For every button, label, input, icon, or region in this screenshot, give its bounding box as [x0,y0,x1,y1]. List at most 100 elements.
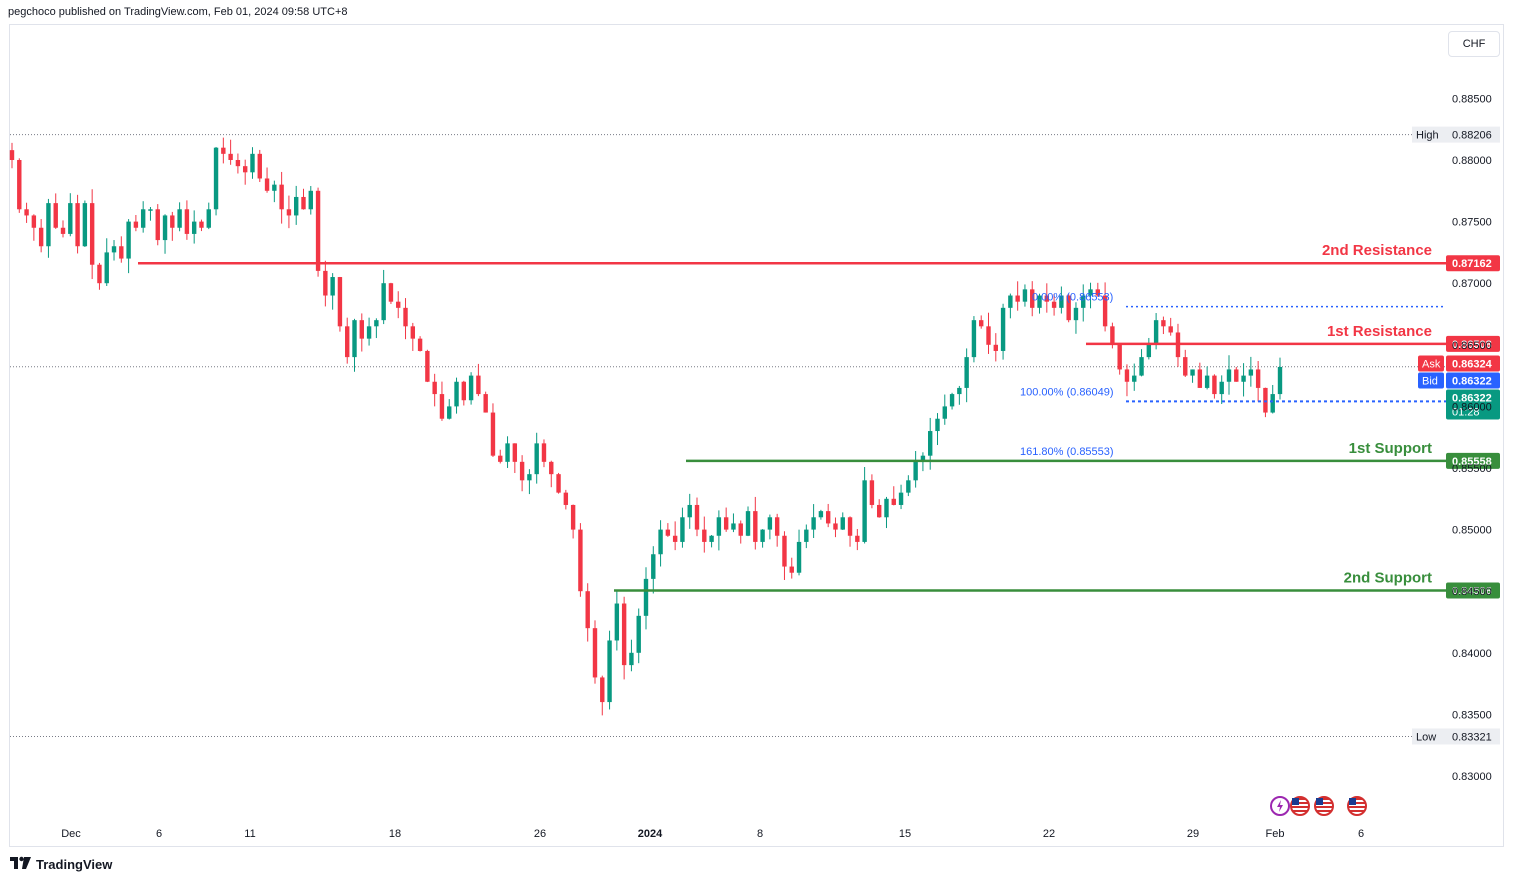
candle [643,567,649,630]
time-tick-label: 8 [757,828,763,840]
candle [949,392,955,410]
candle-body [570,504,576,530]
candle [461,380,467,406]
time-tick-label: 18 [389,828,401,840]
candle-body [1139,357,1144,376]
candle-body [760,529,765,542]
candle-body [643,578,649,616]
candle-body [111,246,117,253]
candle [359,313,364,352]
candle [957,385,962,405]
candle [753,496,758,550]
candle [1088,282,1093,309]
candle [264,167,270,193]
candle [75,194,80,254]
candle [767,514,773,540]
candle-body [949,394,955,407]
candle [876,499,882,518]
price-tick-label: 0.86000 [1452,401,1492,413]
candle-body [629,652,634,666]
candle [804,524,809,549]
candle-body [694,504,700,530]
candle-body [60,227,66,234]
lightning-icon[interactable] [1270,796,1290,816]
candle-body [549,461,554,475]
candle-body [264,178,270,191]
candle [425,349,430,383]
candle [585,583,590,642]
price-axis: 0.88500 0.88000 0.87500 0.87000 0.86500 0.860… [1412,93,1500,783]
candle [891,486,896,506]
candle-body [1117,344,1122,370]
ask-label: Ask [1422,358,1441,370]
candle [111,240,117,261]
candle [986,312,991,354]
time-tick-label: 6 [1358,828,1364,840]
time-tick-label: 6 [156,828,162,840]
candle [221,137,226,164]
candle [723,507,729,532]
candle-body [614,603,620,641]
candle [82,200,88,247]
candle-body [876,504,882,518]
candle-body [75,203,80,247]
candle [1248,356,1254,387]
candle-body [250,153,255,173]
candle-body [986,326,991,345]
candle-body [126,221,131,259]
candle-body [46,203,51,247]
candle [847,516,853,547]
candle [935,413,940,446]
level-label: 1st Resistance [1327,323,1432,340]
level-tag-bg [1446,335,1500,352]
candle [527,469,532,495]
bid-tag-bg [1446,372,1500,389]
candle-body [1241,375,1246,382]
candle [1168,317,1173,336]
candle [46,198,51,258]
candle-body [432,381,437,395]
candle [629,639,634,672]
candle [818,509,824,520]
candle-body [971,320,977,358]
candle [1081,284,1086,322]
candle-body [512,443,518,462]
candle [1073,302,1079,334]
candle [512,443,518,474]
candle-body [534,443,539,475]
candle-body [199,221,204,228]
candle [366,317,372,346]
candle [1095,282,1101,297]
candle-body [1095,289,1101,296]
candle [1161,316,1166,335]
currency-button[interactable]: CHF [1448,31,1500,57]
candle-body [723,517,729,530]
us-flag-icon[interactable] [1314,796,1334,816]
candle [1263,387,1268,418]
candle-body [913,461,918,481]
footer-brand[interactable]: TradingView [10,856,112,873]
candle-body [1073,307,1079,321]
us-flag-icon[interactable] [1290,796,1310,816]
price-tick-label: 0.86500 [1452,340,1492,352]
candle [133,215,139,232]
candle-body [184,209,190,234]
chart-frame[interactable] [9,24,1504,847]
candle [541,439,547,468]
low-tag-bg [1412,728,1500,745]
candle-body [1255,369,1261,388]
candle [1255,361,1261,402]
candle [665,523,671,537]
candle [731,513,736,533]
time-tick-label: 15 [899,828,911,840]
candle [702,516,707,553]
candle [658,520,663,567]
candle-body [1248,369,1254,376]
candle [906,475,911,497]
candle [1212,374,1217,399]
us-flag-icon[interactable] [1347,796,1367,816]
candle [884,496,889,529]
candle-body [709,535,714,542]
candle-body [716,517,722,536]
